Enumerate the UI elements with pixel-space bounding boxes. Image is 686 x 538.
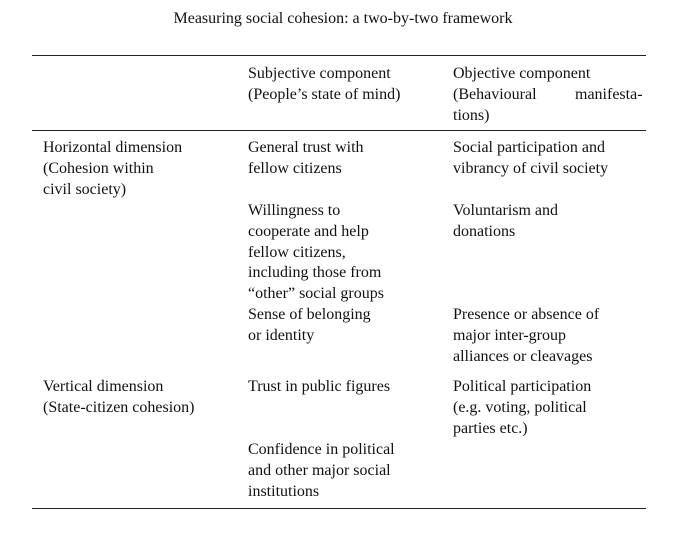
cell-horizontal-objective-1: Social participation and vibrancy of civ…: [453, 139, 609, 177]
cell-horizontal-objective-2: Voluntarism and donations: [453, 202, 559, 240]
cell-vertical-subjective-1: Trust in public figures: [248, 378, 391, 395]
header-objective-line2b: manifesta-: [575, 86, 643, 103]
top-rule: [32, 55, 646, 56]
cell-horizontal-subjective-3: Sense of belonging or identity: [248, 306, 371, 344]
header-rule: [32, 130, 646, 131]
cell-horizontal-objective-3: Presence or absence of major inter-group…: [453, 306, 600, 365]
bottom-rule: [32, 508, 646, 509]
row-label-horizontal: Horizontal dimension (Cohesion within ci…: [43, 139, 183, 198]
table-title: Measuring social cohesion: a two-by-two …: [173, 10, 513, 27]
row-label-vertical: Vertical dimension (State-citizen cohesi…: [43, 378, 195, 416]
header-objective-line2a: (Behavioural: [453, 86, 537, 103]
header-subjective-line2: (People’s state of mind): [248, 86, 401, 103]
header-objective-line3: tions): [453, 107, 490, 124]
cell-horizontal-subjective-2: Willingness to cooperate and help fellow…: [248, 202, 384, 303]
header-subjective-line1: Subjective component: [248, 65, 391, 82]
cell-vertical-subjective-2: Confidence in political and other major …: [248, 441, 395, 500]
cell-vertical-objective-1: Political participation (e.g. voting, po…: [453, 378, 592, 437]
cell-horizontal-subjective-1: General trust with fellow citizens: [248, 139, 364, 177]
header-objective-line1: Objective component: [453, 65, 591, 82]
